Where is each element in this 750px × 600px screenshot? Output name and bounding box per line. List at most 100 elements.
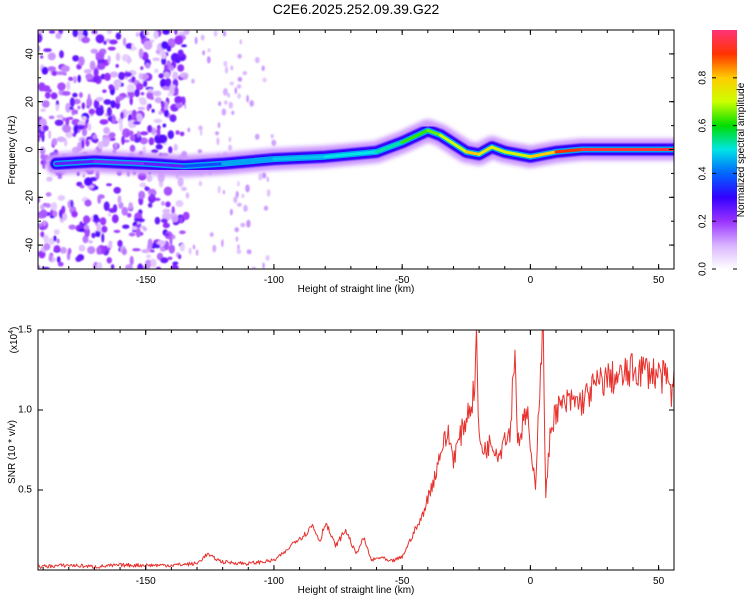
heatmap-noise-cell — [175, 102, 183, 109]
heatmap-noise-cell — [142, 80, 148, 87]
heatmap-noise-cell — [39, 118, 47, 128]
heatmap-noise-cell — [143, 30, 150, 36]
heatmap-noise-cell — [42, 163, 46, 170]
heatmap-noise-cell — [206, 56, 211, 64]
heatmap-noise-cell — [198, 180, 203, 187]
heatmap-noise-cell — [174, 96, 183, 104]
heatmap-noise-cell — [92, 134, 98, 140]
heatmap-noise-cell — [73, 109, 78, 115]
heatmap-noise-cell — [93, 99, 100, 110]
heatmap-noise-cell — [87, 123, 92, 131]
heatmap-noise-cell — [68, 224, 76, 230]
heatmap-noise-cell — [191, 78, 195, 84]
heatmap-noise-cell — [125, 264, 133, 269]
heatmap-noise-cell — [48, 130, 52, 140]
heatmap-noise-cell — [217, 185, 221, 194]
heatmap-noise-cell — [243, 204, 248, 212]
heatmap-noise-cell — [261, 65, 265, 72]
heatmap-noise-cell — [163, 71, 170, 78]
heatmap-noise-cell — [57, 261, 64, 267]
heatmap-noise-cell — [102, 89, 107, 93]
heatmap-noise-cell — [62, 117, 67, 122]
heatmap-noise-cell — [185, 192, 190, 199]
ridge-segment — [54, 159, 96, 166]
heatmap-noise-cell — [167, 256, 173, 260]
heatmap-noise-cell — [153, 30, 159, 40]
heatmap-noise-cell — [265, 255, 270, 261]
heatmap-noise-cell — [187, 127, 191, 133]
heatmap-noise-cell — [66, 81, 71, 91]
heatmap-noise-cell — [175, 130, 180, 135]
heatmap-noise-cell — [38, 223, 43, 228]
heatmap-noise-cell — [84, 177, 93, 187]
heatmap-noise-cell — [120, 111, 124, 120]
heatmap-noise-cell — [69, 106, 74, 110]
heatmap-noise-cell — [70, 199, 74, 208]
heatmap-noise-cell — [135, 83, 144, 91]
heatmap-noise-cell — [127, 55, 131, 65]
heatmap-noise-cell — [263, 205, 269, 211]
heatmap-noise-cell — [144, 186, 148, 190]
heatmap-noise-cell — [162, 208, 171, 214]
heatmap-noise-cell — [95, 34, 105, 44]
heatmap-noise-cell — [146, 104, 150, 112]
heatmap-noise-cell — [229, 81, 235, 86]
heatmap-noise-cell — [108, 208, 114, 212]
heatmap-noise-cell — [131, 226, 138, 231]
heatmap-noise-cell — [138, 190, 146, 200]
heatmap-noise-cell — [42, 220, 47, 227]
heatmap-noise-cell — [39, 209, 48, 219]
heatmap-noise-cell — [117, 195, 122, 205]
heatmap-noise-cell — [121, 135, 125, 145]
heatmap-y-label: Frequency (Hz) — [7, 116, 18, 185]
heatmap-noise-cell — [69, 97, 75, 107]
heatmap-noise-cell — [138, 72, 143, 80]
heatmap-noise-cell — [90, 48, 99, 54]
heatmap-noise-cell — [207, 48, 211, 53]
heatmap-noise-cell — [140, 92, 145, 96]
heatmap-noise-cell — [78, 92, 83, 98]
heatmap-noise-cell — [78, 244, 86, 252]
heatmap-noise-cell — [150, 249, 155, 253]
heatmap-noise-cell — [53, 245, 61, 252]
heatmap-noise-cell — [174, 30, 178, 35]
figure-title: C2E6.2025.252.09.39.G22 — [273, 1, 440, 17]
heatmap-noise-cell — [162, 222, 170, 229]
heatmap-noise-cell — [266, 176, 270, 183]
heatmap-noise-cell — [147, 238, 153, 249]
heatmap-noise-cell — [135, 32, 139, 37]
heatmap-noise-cell — [254, 57, 260, 64]
heatmap-noise-cell — [114, 81, 120, 91]
heatmap-noise-cell — [150, 95, 154, 101]
heatmap-ridge — [45, 119, 674, 178]
heatmap-noise-cell — [112, 204, 118, 213]
ridge-segment — [221, 157, 276, 166]
snr-x-label: Height of straight line (km) — [298, 585, 415, 596]
heatmap-noise-cell — [262, 262, 265, 269]
heatmap-noise-cell — [176, 56, 185, 61]
heatmap-noise-cell — [82, 173, 86, 178]
heatmap-noise-cell — [152, 57, 161, 62]
heatmap-noise-cell — [114, 142, 118, 149]
heatmap-noise-cell — [44, 91, 51, 99]
heatmap-noise-cell — [151, 108, 155, 113]
heatmap-noise-cell — [155, 266, 162, 269]
heatmap-noise-cell — [171, 215, 179, 223]
heatmap-noise-cell — [168, 244, 175, 254]
heatmap-noise-cell — [172, 234, 176, 240]
heatmap-noise-cell — [45, 192, 52, 197]
heatmap-noise-cell — [77, 105, 81, 110]
heatmap-noise-cell — [169, 65, 174, 72]
heatmap-noise-cell — [184, 103, 187, 109]
heatmap-noise-cell — [149, 193, 154, 200]
heatmap-noise-cell — [119, 122, 123, 132]
heatmap-noise-cell — [79, 184, 85, 189]
heatmap-noise-cell — [237, 93, 241, 99]
heatmap-noise-cell — [134, 88, 140, 98]
heatmap-noise-cell — [152, 90, 162, 97]
heatmap-noise-cell — [188, 247, 192, 255]
heatmap-noise-cell — [40, 231, 45, 238]
heatmap-noise-cell — [147, 202, 153, 208]
heatmap-noise-cell — [61, 205, 66, 214]
colorbar-label: Normalized spectral amplitude — [736, 82, 747, 217]
